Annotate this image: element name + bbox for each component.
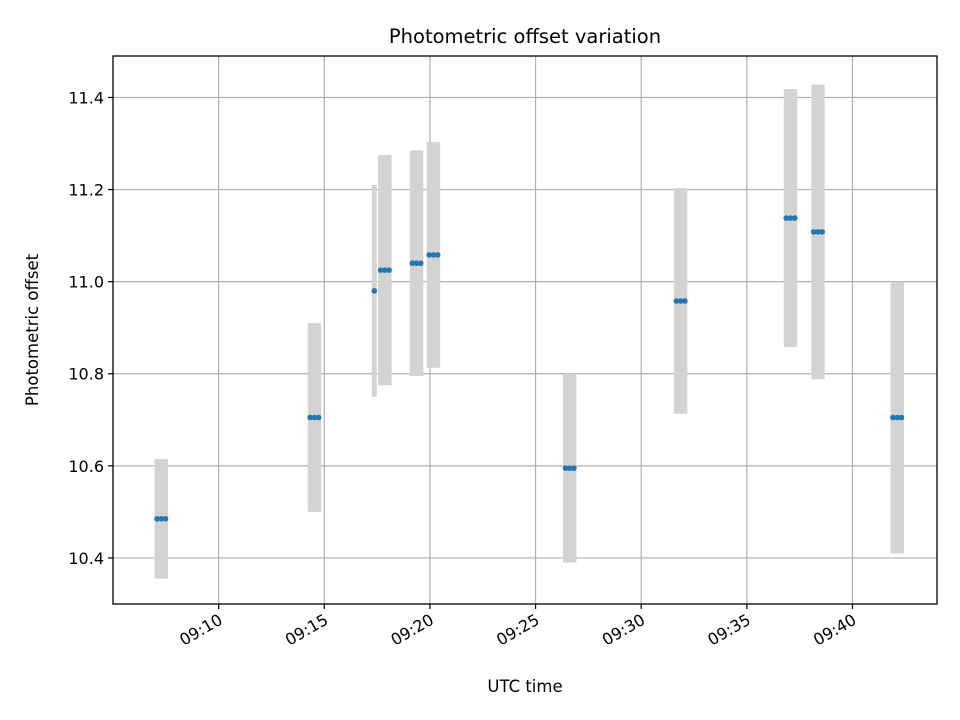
data-point	[371, 288, 377, 294]
y-tick-label: 11.4	[68, 88, 104, 107]
data-point	[386, 267, 392, 273]
data-point	[418, 260, 424, 266]
chart-title: Photometric offset variation	[389, 25, 661, 48]
data-point	[435, 252, 441, 258]
y-tick-label: 10.6	[68, 457, 104, 476]
data-point	[682, 298, 688, 304]
y-tick-label: 11.2	[68, 181, 104, 200]
data-point	[899, 415, 905, 421]
y-tick-label: 10.8	[68, 365, 104, 384]
data-point	[792, 215, 798, 221]
x-axis-label: UTC time	[487, 677, 562, 696]
data-point	[316, 415, 322, 421]
y-tick-label: 11.0	[68, 273, 104, 292]
data-point	[571, 465, 577, 471]
data-point	[819, 229, 825, 235]
data-point	[163, 516, 169, 522]
y-tick-label: 10.4	[68, 549, 104, 568]
chart: 09:10 09:15 09:20 09:25 09:30 09:35 09:4010.41…	[0, 0, 960, 720]
y-axis-label: Photometric offset	[23, 253, 42, 406]
